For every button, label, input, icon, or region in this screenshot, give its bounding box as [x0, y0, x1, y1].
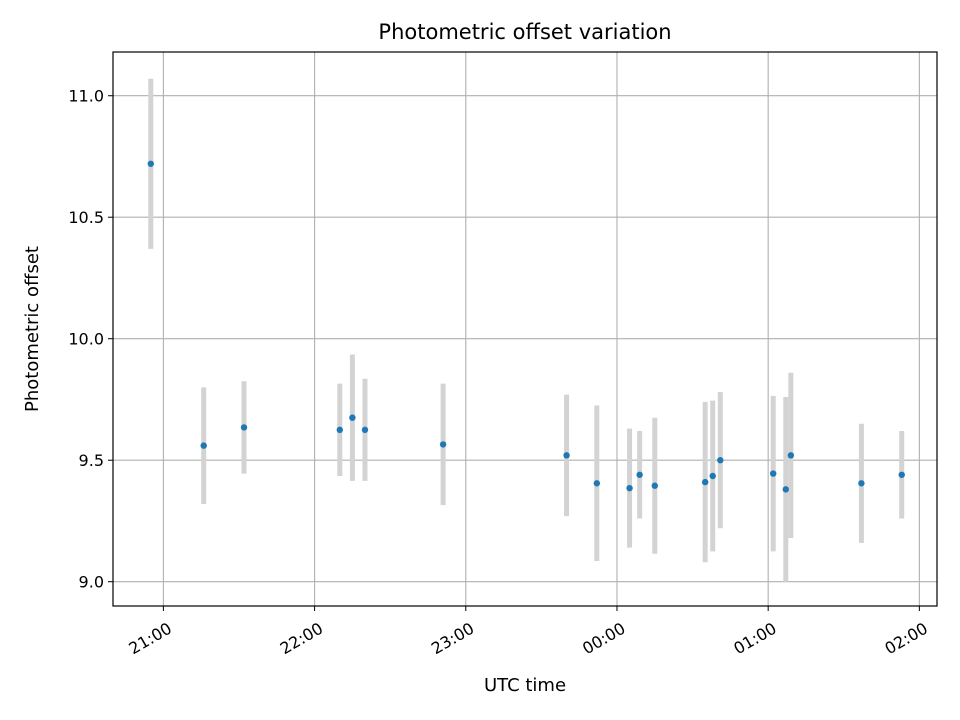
- data-point: [593, 480, 601, 487]
- y-tick-label: 11.0: [68, 87, 104, 106]
- data-point: [439, 441, 447, 448]
- y-tick-label: 9.0: [79, 573, 104, 592]
- data-point: [200, 442, 207, 449]
- data-point: [636, 471, 643, 478]
- data-point: [563, 452, 570, 459]
- data-point: [770, 470, 777, 477]
- y-axis-ticks: 9.0 9.5 10.0 10.5 11.0: [68, 87, 113, 592]
- data-point: [651, 482, 658, 489]
- x-axis-label: UTC time: [484, 675, 566, 696]
- data-points: [147, 160, 905, 493]
- plot-frame: [112, 51, 938, 607]
- data-point: [336, 426, 343, 434]
- y-tick-label: 10.0: [68, 330, 104, 349]
- data-point: [147, 160, 154, 167]
- chart-title: Photometric offset variation: [378, 20, 671, 44]
- data-point: [787, 452, 795, 459]
- data-point: [782, 486, 790, 493]
- y-tick-label: 10.5: [68, 208, 104, 227]
- data-point: [626, 484, 633, 492]
- data-point: [898, 471, 905, 478]
- data-point: [858, 480, 865, 487]
- y-axis-label: Photometric offset: [22, 246, 43, 412]
- data-point: [361, 426, 369, 434]
- data-point: [349, 414, 356, 421]
- data-point: [717, 457, 724, 464]
- y-tick-label: 9.5: [79, 451, 104, 470]
- data-point: [240, 424, 248, 431]
- grid: [113, 52, 937, 606]
- data-point: [701, 478, 709, 486]
- data-point: [709, 472, 716, 480]
